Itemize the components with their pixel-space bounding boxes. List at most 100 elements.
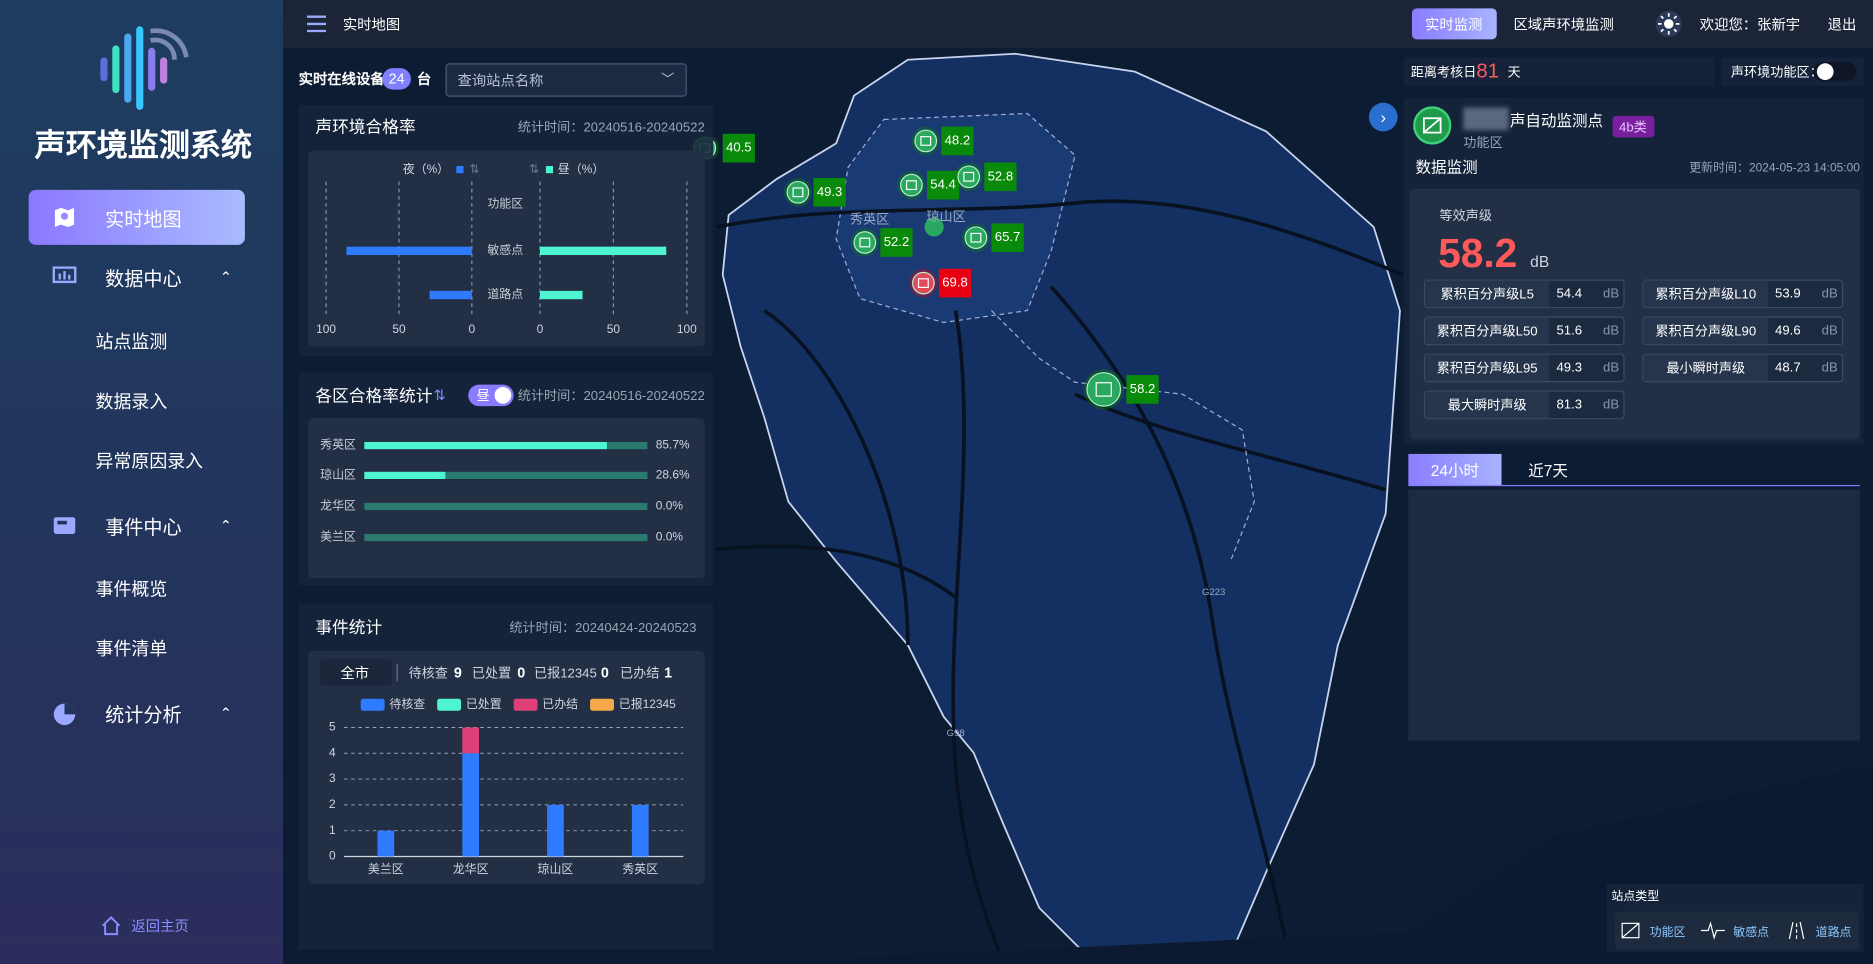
- metric-label-bg: [1643, 317, 1768, 345]
- station-icon: [786, 180, 810, 204]
- collapse-btn[interactable]: ›: [1368, 102, 1398, 132]
- legend-item: 敏感点: [1733, 926, 1770, 940]
- metric-label-bg: [1643, 354, 1768, 382]
- map-label: G223: [1202, 587, 1225, 598]
- sort-icon[interactable]: ⇅: [433, 387, 446, 404]
- station-value: 49.3: [817, 184, 843, 199]
- menu-icon: [53, 517, 76, 534]
- menu-subitem[interactable]: 事件清单: [95, 639, 168, 660]
- station-badge: 4b类: [1619, 120, 1647, 135]
- metric-unit: dB: [1603, 323, 1620, 339]
- station-value: 69.8: [942, 275, 968, 290]
- page-title: 实时地图: [342, 16, 401, 33]
- period-tab[interactable]: 近7天: [1528, 461, 1568, 480]
- station-icon-glyph: [792, 187, 804, 198]
- menu-subitem[interactable]: 数据录入: [95, 392, 168, 413]
- chevron: ⌃: [219, 517, 232, 534]
- online-badge: [382, 68, 411, 90]
- top-tab[interactable]: 实时监测: [1425, 16, 1483, 33]
- station-icon-glyph: [905, 180, 917, 191]
- metric-unit: dB: [1821, 323, 1838, 339]
- countdown-unit: 天: [1507, 65, 1521, 81]
- dropdown-arrow[interactable]: ﹀: [661, 72, 675, 88]
- menu-subitem[interactable]: 站点监测: [95, 332, 168, 353]
- chart-box: [308, 150, 705, 347]
- station-icon-glyph: [859, 237, 871, 248]
- tab-active-bg[interactable]: [1411, 8, 1497, 40]
- welcome: 欢迎您：张新宇: [1699, 16, 1801, 33]
- zone-toggle-label: 声环境功能区：: [1730, 65, 1823, 81]
- menu-item[interactable]: 统计分析: [105, 705, 182, 727]
- period-tab[interactable]: 24小时: [1430, 461, 1480, 480]
- chart-box: [308, 418, 705, 579]
- panel-title: 各区合格率统计: [315, 385, 433, 405]
- panel-title: 事件统计: [315, 617, 383, 637]
- station-value: 52.2: [884, 234, 910, 249]
- back-home[interactable]: 返回主页: [131, 917, 189, 935]
- chevron: ⌃: [219, 268, 232, 286]
- update-time: 更新时间：2024-05-23 14:05:00: [1689, 161, 1860, 175]
- hamburger[interactable]: [306, 15, 327, 33]
- metric-label: 累积百分声级L90: [1655, 324, 1757, 340]
- summary-label: 已报12345: [533, 666, 597, 681]
- panel-time: 统计时间：20240516-20240522: [517, 120, 705, 135]
- theme-icon[interactable]: [1654, 10, 1683, 39]
- metric-label: 最大瞬时声级: [1447, 398, 1527, 414]
- menu-item[interactable]: 数据中心: [105, 269, 182, 291]
- metric-value: 49.6: [1775, 323, 1801, 339]
- system-title: 声环境监测系统: [34, 127, 253, 164]
- summary-label: 待核查: [408, 666, 448, 681]
- top-tab[interactable]: 区域声环境监测: [1513, 16, 1614, 33]
- menu-subitem[interactable]: 事件概览: [95, 579, 168, 601]
- station-value: 54.4: [930, 177, 956, 192]
- station-icon: [957, 165, 981, 189]
- chevron: ⌃: [219, 704, 232, 722]
- search-box[interactable]: [445, 63, 687, 97]
- metric-label-bg: [1425, 317, 1550, 345]
- metric-label-bg: [1425, 391, 1550, 419]
- summary-label: 已处置: [471, 666, 512, 681]
- leq-value: 58.2: [1438, 231, 1518, 277]
- station-type: 功能区: [1463, 136, 1503, 151]
- menu-subitem[interactable]: 异常原因录入: [95, 452, 204, 473]
- station-label-bg: [722, 133, 755, 163]
- menu-item[interactable]: 实时地图: [105, 210, 182, 231]
- legend-icon: [1700, 921, 1725, 940]
- logout[interactable]: 退出: [1827, 16, 1857, 33]
- station-label-bg: [813, 177, 846, 207]
- topbar: 实时地图 实时监测 区域声环境监测 欢迎您：张新宇 退出: [283, 0, 1873, 48]
- station-value: 48.2: [945, 132, 971, 147]
- metric-value: 53.9: [1775, 286, 1801, 302]
- metric-value: 81.3: [1556, 397, 1583, 413]
- scope: 全市: [340, 664, 370, 682]
- metric-label-bg: [1425, 280, 1550, 307]
- section-title: 数据监测: [1415, 158, 1478, 177]
- station-icon: [900, 173, 923, 197]
- online-unit: 台: [416, 71, 432, 88]
- leq-label: 等效声级: [1439, 209, 1492, 224]
- district-border: [991, 310, 1255, 562]
- station-icon: [1086, 372, 1122, 407]
- logo: [100, 26, 189, 110]
- search-placeholder: 查询站点名称: [457, 72, 544, 89]
- online-count: 24: [388, 70, 405, 88]
- station-label-bg: [938, 268, 972, 298]
- metric-label: 累积百分声级L95: [1436, 361, 1538, 377]
- station-value: 65.7: [995, 229, 1021, 244]
- station-label-bg: [880, 228, 913, 257]
- summary-value: 9: [453, 664, 462, 681]
- summary-label: 已办结: [619, 666, 660, 681]
- station-label-bg: [984, 162, 1017, 192]
- chart-box: [308, 651, 705, 884]
- metric-label: 累积百分声级L50: [1436, 324, 1538, 340]
- station-icon-glyph: [1095, 382, 1112, 397]
- menu-icon: [53, 703, 76, 726]
- station-icon: [914, 129, 938, 153]
- scope-btn[interactable]: [320, 659, 392, 686]
- countdown-days: 81: [1476, 59, 1500, 83]
- tab-active-bg[interactable]: [1408, 453, 1502, 485]
- menu-item[interactable]: 事件中心: [105, 518, 182, 539]
- station-value: 58.2: [1130, 381, 1156, 396]
- station-value: 52.8: [988, 168, 1014, 183]
- sidebar: 声环境监测系统 实时地图 数据中心 ⌃ 站点监测 数据录入 异常原因录入 事件中…: [0, 0, 284, 964]
